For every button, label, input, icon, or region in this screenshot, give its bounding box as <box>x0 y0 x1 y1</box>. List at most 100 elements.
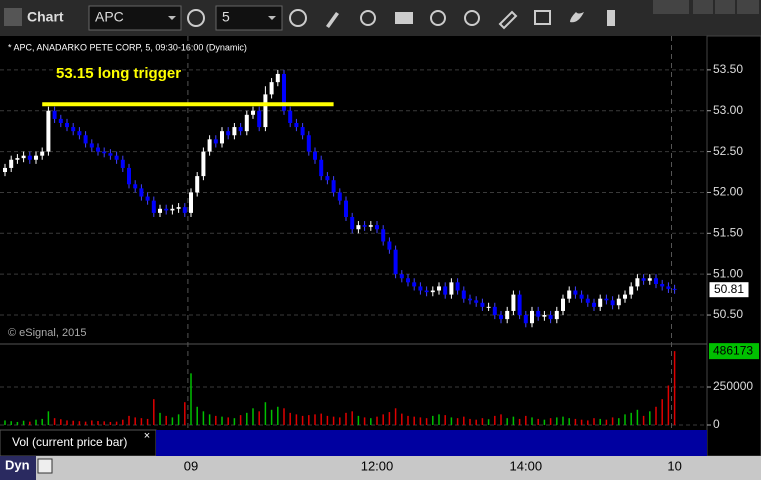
candle-body <box>610 300 615 306</box>
volume-bar <box>184 402 186 425</box>
copyright: © eSignal, 2015 <box>8 327 86 339</box>
volume-bar <box>196 406 198 425</box>
volume-bar <box>4 420 6 425</box>
volume-bar <box>78 421 81 425</box>
toolbar-title: Chart <box>27 9 64 25</box>
candle-body <box>573 290 578 295</box>
candle-body <box>505 310 510 320</box>
volume-bar <box>673 351 676 425</box>
volume-bar <box>252 408 254 425</box>
volume-bar <box>487 419 490 425</box>
y-tick-label: 52.50 <box>713 144 743 158</box>
candle-body <box>455 282 460 291</box>
chat-icon[interactable] <box>534 10 551 25</box>
mode: Dyn <box>5 457 30 472</box>
volume-bar <box>97 421 99 425</box>
mode-box[interactable] <box>0 456 36 480</box>
volume-bar <box>264 402 267 425</box>
refresh-icon[interactable] <box>360 10 376 26</box>
last-volume: 486173 <box>713 343 753 357</box>
settings-icon[interactable] <box>187 9 205 27</box>
volume-bar <box>320 413 322 425</box>
candle-body <box>461 290 466 299</box>
volume-bar <box>146 418 149 425</box>
minimize[interactable] <box>693 0 713 14</box>
volume-bar <box>655 406 657 425</box>
twitter-icon[interactable] <box>570 12 584 23</box>
volume-bar <box>661 399 663 425</box>
y-tick-label: 53.50 <box>713 62 743 76</box>
volume-bar <box>314 414 316 425</box>
volume-bar <box>72 420 74 425</box>
candle-body <box>145 196 150 201</box>
last-price: 50.81 <box>714 282 744 296</box>
candle-body <box>164 208 169 211</box>
candle-body <box>251 110 255 115</box>
volume-bar <box>388 412 391 425</box>
annotation: 53.15 long trigger <box>56 65 181 82</box>
candle-body <box>344 200 348 217</box>
volume-bar <box>295 414 298 425</box>
alert-icon[interactable] <box>464 10 480 26</box>
volume-bar <box>667 385 670 425</box>
candle-body <box>300 127 305 136</box>
volume-bar <box>258 411 260 425</box>
maximize[interactable] <box>715 0 735 14</box>
candle-body <box>536 310 541 317</box>
chart-icon[interactable] <box>4 8 22 26</box>
candle-body <box>96 147 100 152</box>
volume-bar <box>53 418 56 425</box>
clock-icon[interactable] <box>289 9 307 27</box>
volume-bar <box>376 416 378 425</box>
time-axis <box>0 456 761 480</box>
x-tick-label: 12:00 <box>361 458 394 473</box>
tab-close[interactable]: × <box>144 430 150 442</box>
candle-body <box>213 139 218 144</box>
candle-body <box>40 151 45 156</box>
candle-body <box>530 310 534 324</box>
y2-tick-label: 250000 <box>713 379 753 393</box>
candle-body <box>58 118 63 123</box>
study-bar <box>156 430 707 456</box>
y-tick-label: 50.50 <box>713 307 743 321</box>
volume-bar <box>512 416 515 425</box>
candle-body <box>83 135 88 144</box>
candle-body <box>201 151 206 177</box>
facebook-icon[interactable] <box>607 10 615 26</box>
candle-body <box>499 315 503 320</box>
volume-bar <box>382 414 384 425</box>
candle-body <box>616 298 621 306</box>
y-tick-label: 52.00 <box>713 185 743 199</box>
symbol-box[interactable] <box>88 5 182 31</box>
volume-bar <box>289 412 291 425</box>
candle-body <box>195 176 200 193</box>
candle-body <box>523 315 528 324</box>
dropdown-arrow <box>268 16 276 20</box>
volume-bar <box>543 419 546 425</box>
volume-bar <box>60 419 62 425</box>
candle-body <box>319 159 324 177</box>
volume-bar <box>450 417 453 425</box>
lock-icon[interactable] <box>37 458 53 474</box>
volume-bar <box>326 415 329 425</box>
candle-body <box>579 294 584 299</box>
symbol: APC <box>95 9 124 25</box>
candle-body <box>27 155 32 160</box>
candle-body <box>486 306 491 308</box>
volume-bar <box>177 414 180 425</box>
link-icon[interactable] <box>498 10 518 30</box>
draw-icon[interactable] <box>326 12 339 28</box>
play-icon[interactable] <box>430 10 446 26</box>
candle-body <box>542 315 547 317</box>
candle-body <box>151 200 156 213</box>
candle-body <box>275 73 280 83</box>
window-menu[interactable] <box>653 0 689 14</box>
volume-bar <box>301 415 304 425</box>
volume-bar <box>456 418 459 425</box>
candle-body <box>375 225 379 230</box>
candle-body <box>362 225 367 227</box>
study-label: Vol (current price bar) <box>12 435 127 449</box>
close[interactable] <box>737 0 759 14</box>
get-icon[interactable] <box>395 12 413 24</box>
